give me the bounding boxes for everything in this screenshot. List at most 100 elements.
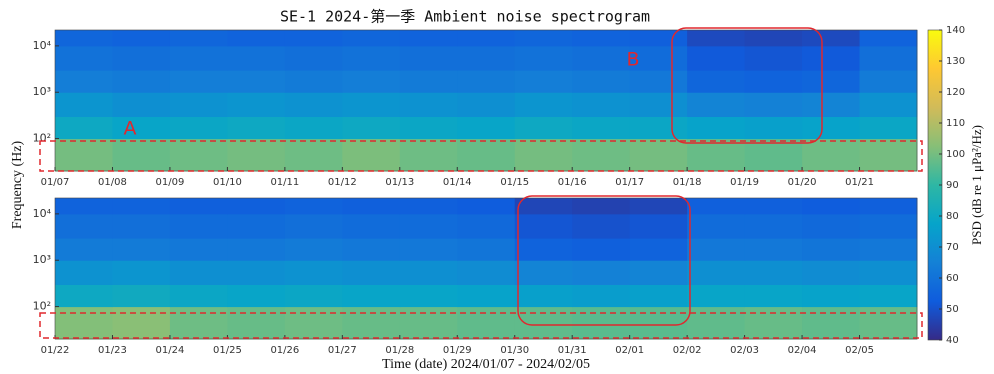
cell	[572, 306, 631, 340]
cell	[514, 198, 573, 215]
cell	[169, 138, 228, 172]
y-tick-label: 10⁴	[33, 39, 52, 52]
cell	[802, 213, 861, 239]
colorbar-tick-label: 100	[946, 149, 965, 160]
cell	[572, 70, 631, 93]
cell	[112, 30, 171, 47]
cell	[514, 30, 573, 47]
cell	[687, 45, 746, 71]
cell	[802, 238, 861, 261]
cell	[514, 284, 573, 308]
cell	[572, 198, 631, 215]
cell	[572, 238, 631, 261]
cell	[457, 260, 516, 285]
cell	[399, 213, 458, 239]
cell	[169, 70, 228, 93]
colorbar-tick-label: 50	[946, 304, 959, 315]
cell	[457, 92, 516, 117]
cell	[227, 92, 286, 117]
cell	[859, 213, 918, 239]
cell	[744, 238, 803, 261]
cell	[687, 284, 746, 308]
cell	[859, 92, 918, 117]
cell	[572, 116, 631, 140]
x-tick-label: 02/02	[673, 345, 702, 356]
cell	[284, 30, 343, 47]
colorbar-tick-label: 70	[946, 242, 959, 253]
cell	[169, 116, 228, 140]
cell	[112, 238, 171, 261]
cell	[457, 70, 516, 93]
cell	[227, 238, 286, 261]
cell	[859, 30, 918, 47]
cell	[457, 30, 516, 47]
cell	[859, 238, 918, 261]
cell	[284, 116, 343, 140]
cell	[514, 116, 573, 140]
y-axis-label: Frequency (Hz)	[10, 141, 25, 230]
cell	[687, 30, 746, 47]
x-tick-label: 01/24	[156, 345, 185, 356]
cell	[399, 30, 458, 47]
cell	[342, 198, 401, 215]
x-tick-label: 01/19	[730, 177, 759, 188]
cell	[802, 306, 861, 340]
cell	[744, 213, 803, 239]
cell	[399, 306, 458, 340]
cell	[399, 138, 458, 172]
cell	[744, 92, 803, 117]
annotation: B	[626, 49, 639, 71]
cell	[514, 138, 573, 172]
cell	[744, 70, 803, 93]
cell	[859, 45, 918, 71]
cell	[169, 30, 228, 47]
colorbar-tick-label: 40	[946, 335, 959, 346]
cell	[55, 30, 113, 47]
cell	[629, 92, 688, 117]
x-tick-label: 01/16	[558, 177, 587, 188]
cell	[55, 70, 113, 93]
cell	[342, 45, 401, 71]
x-tick-label: 01/21	[845, 177, 874, 188]
cell	[112, 260, 171, 285]
x-tick-label: 01/08	[98, 177, 127, 188]
cell	[169, 198, 228, 215]
cell	[284, 92, 343, 117]
y-tick-label: 10³	[33, 85, 51, 98]
cell	[227, 284, 286, 308]
cell	[284, 260, 343, 285]
cell	[227, 70, 286, 93]
cell	[457, 45, 516, 71]
cell	[744, 116, 803, 140]
cell	[112, 70, 171, 93]
cell	[744, 138, 803, 172]
cell	[514, 70, 573, 93]
cell	[169, 306, 228, 340]
cell	[457, 198, 516, 215]
colorbar-tick-label: 90	[946, 180, 959, 191]
x-tick-label: 01/17	[615, 177, 644, 188]
x-tick-label: 01/13	[385, 177, 414, 188]
cell	[55, 45, 113, 71]
x-tick-label: 01/20	[788, 177, 817, 188]
cell	[112, 45, 171, 71]
cell	[399, 70, 458, 93]
cell	[399, 116, 458, 140]
cell	[687, 198, 746, 215]
cell	[169, 92, 228, 117]
x-axis-label: Time (date) 2024/01/07 - 2024/02/05	[382, 357, 590, 372]
cell	[457, 116, 516, 140]
cell	[629, 30, 688, 47]
cell	[112, 284, 171, 308]
x-tick-label: 01/22	[41, 345, 70, 356]
cell	[227, 138, 286, 172]
cell	[55, 116, 113, 140]
cell	[687, 238, 746, 261]
cell	[687, 138, 746, 172]
cell	[227, 260, 286, 285]
cell	[744, 30, 803, 47]
colorbar-tick-label: 120	[946, 87, 965, 98]
cell	[629, 198, 688, 215]
cell	[342, 30, 401, 47]
cell	[802, 116, 861, 140]
